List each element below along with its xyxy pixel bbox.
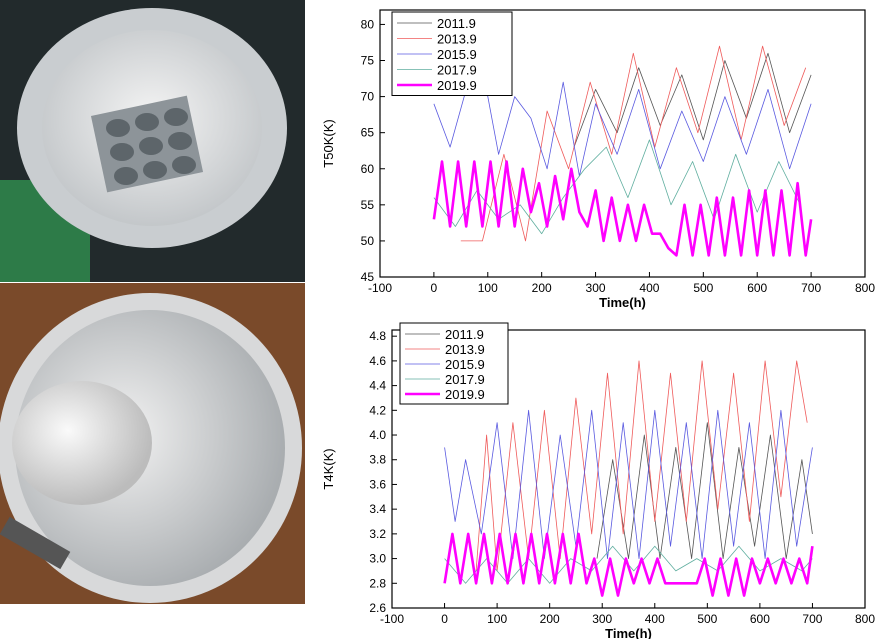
- chart-t50k-x-tick-label: 600: [747, 281, 767, 295]
- chart-t50k-x-tick-label: 400: [639, 281, 659, 295]
- chart-t4k-y-tick-label: 3.2: [369, 527, 386, 541]
- chart-t4k-x-tick-label: 600: [750, 612, 770, 626]
- chart-t50k-x-tick-label: 300: [586, 281, 606, 295]
- chart-t50k-legend-label: 2019.9: [437, 78, 477, 93]
- chart-t50k-x-tick-label: 500: [693, 281, 713, 295]
- chart-t50k-x-tick-label: 800: [855, 281, 875, 295]
- chart-t4k-x-tick-label: -100: [380, 612, 404, 626]
- upper-flange-photo: [0, 0, 305, 282]
- chart-t50k-x-tick-label: 0: [431, 281, 438, 295]
- upper-flange-illustration: [0, 0, 305, 282]
- chart-t4k-legend-box: [399, 322, 509, 405]
- chart-t4k-x-tick-label: 700: [802, 612, 822, 626]
- lower-flange-photo: [0, 283, 305, 604]
- chart-t4k-plot-frame: [391, 329, 866, 609]
- chart-t50k-y-tick-label: 55: [361, 198, 375, 212]
- chart-t50k-legend-label: 2011.9: [437, 16, 476, 31]
- chart-t4k-x-tick-label: 0: [441, 612, 448, 626]
- chart-t50k-y-axis-label: T50K(K): [321, 119, 336, 167]
- chart-t50k-y-tick-label: 80: [361, 17, 375, 31]
- chart-t4k-y-tick-label: 4.4: [369, 379, 386, 393]
- chart-t4k-x-tick-label: 800: [855, 612, 875, 626]
- chart-t50k-y-tick-label: 75: [361, 54, 375, 68]
- chart-t4k-legend-label: 2013.9: [445, 342, 485, 357]
- chart-t50k-series-line: [433, 139, 801, 235]
- chart-t4k-y-tick-label: 4.2: [369, 403, 386, 417]
- chart-t4k-series-line: [443, 532, 814, 597]
- chart-t4k-y-tick-label: 3.8: [369, 453, 386, 467]
- chart-t50k: -100 0 100 200 300 400 500 600 700 800 45 50 55 60 65 7…: [305, 0, 885, 320]
- chart-t4k-x-tick-label: 200: [540, 612, 560, 626]
- chart-t50k-legend-label: 2013.9: [437, 32, 477, 47]
- chart-t4k: -100 0 100 200 300 400 500 600 700 800 2.6 2.8 3.0 3.…: [305, 318, 885, 641]
- chart-t50k-x-tick-label: 200: [532, 281, 552, 295]
- chart-t50k-y-tick-label: 60: [361, 162, 375, 176]
- chart-t4k-x-tick-label: 300: [592, 612, 612, 626]
- chart-t50k-x-tick-label: 100: [478, 281, 498, 295]
- chart-t4k-y-axis-label: T4K(K): [321, 448, 336, 489]
- chart-t50k-x-tick-label: -100: [368, 281, 392, 295]
- chart-t50k-x-tick-label: 700: [801, 281, 821, 295]
- chart-t50k-y-tick-label: 45: [361, 270, 375, 284]
- chart-t4k-series-line: [444, 409, 813, 559]
- chart-t4k-y-tick-label: 2.6: [369, 601, 386, 615]
- chart-t4k-x-axis-label: Time(h): [605, 626, 652, 639]
- chart-t4k-y-tick-label: 3.0: [369, 552, 386, 566]
- lower-flange-illustration: [0, 283, 305, 604]
- chart-t50k-legend-label: 2015.9: [437, 47, 477, 62]
- chart-t4k-series-line: [596, 422, 813, 559]
- chart-t50k-y-tick-label: 70: [361, 90, 375, 104]
- chart-t50k-x-axis-label: Time(h): [599, 295, 646, 310]
- chart-t4k-x-tick-label: 100: [487, 612, 507, 626]
- chart-t50k-legend-label: 2017.9: [437, 63, 477, 78]
- chart-t50k-y-tick-label: 50: [361, 234, 375, 248]
- chart-t50k-plot-frame: [379, 9, 866, 278]
- chart-t4k-y-tick-label: 4.6: [369, 354, 386, 368]
- chart-t4k-y-tick-label: 2.8: [369, 576, 386, 590]
- chart-t4k-svg: -100 0 100 200 300 400 500 600 700 800 2.6 2.8 3.0 3.…: [321, 322, 875, 641]
- chart-t4k-legend-label: 2019.9: [445, 387, 485, 402]
- chart-t4k-y-tick-label: 4.8: [369, 329, 386, 343]
- chart-t4k-y-tick-label: 3.4: [369, 502, 386, 516]
- chart-t50k-series-line: [433, 67, 812, 177]
- chart-t4k-y-tick-label: 4.0: [369, 428, 386, 442]
- chart-t50k-y-tick-label: 65: [361, 126, 375, 140]
- chart-t50k-svg: -100 0 100 200 300 400 500 600 700 800 45 50 55 60 65 7…: [321, 9, 875, 310]
- chart-t4k-legend-label: 2015.9: [445, 357, 485, 372]
- chart-t4k-legend-label: 2017.9: [445, 372, 485, 387]
- chart-t4k-series-line: [475, 360, 808, 572]
- chart-t4k-x-tick-label: 400: [645, 612, 665, 626]
- chart-t50k-series-line: [573, 52, 812, 148]
- chart-t4k-x-tick-label: 500: [697, 612, 717, 626]
- chart-t50k-series-line: [460, 45, 807, 242]
- chart-t50k-series-line: [432, 160, 813, 257]
- chart-t4k-y-tick-label: 3.6: [369, 477, 386, 491]
- chart-t4k-legend-label: 2011.9: [445, 327, 484, 342]
